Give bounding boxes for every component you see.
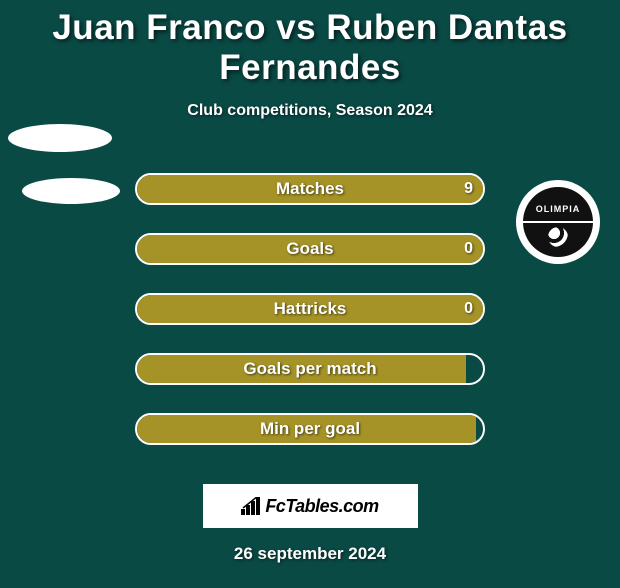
club-logo-right: OLIMPIA bbox=[516, 180, 600, 264]
fctables-brand-box: FcTables.com bbox=[203, 484, 418, 528]
stat-bar-label: Min per goal bbox=[260, 419, 360, 439]
stat-bar-label: Goals per match bbox=[243, 359, 376, 379]
left-ellipse-0 bbox=[8, 124, 112, 152]
fctables-chart-icon bbox=[241, 497, 263, 515]
page-subtitle: Club competitions, Season 2024 bbox=[0, 102, 620, 120]
stat-bar-right-value: 0 bbox=[464, 240, 473, 258]
stat-bar-label: Matches bbox=[276, 179, 344, 199]
soccer-ball-icon bbox=[548, 227, 568, 247]
stat-bar: Goals per match bbox=[135, 353, 485, 385]
stat-bar-label: Goals bbox=[286, 239, 333, 259]
stat-row: Hattricks 0 bbox=[0, 286, 620, 332]
stat-bar-right-value: 0 bbox=[464, 300, 473, 318]
stat-bar: Goals 0 bbox=[135, 233, 485, 265]
stat-row: Goals per match bbox=[0, 346, 620, 392]
left-ellipse-1 bbox=[22, 178, 120, 204]
stat-bar: Hattricks 0 bbox=[135, 293, 485, 325]
stat-bar: Min per goal bbox=[135, 413, 485, 445]
olimpia-logo-text: OLIMPIA bbox=[536, 204, 581, 214]
page-title: Juan Franco vs Ruben Dantas Fernandes bbox=[0, 8, 620, 88]
stat-bar-right-value: 9 bbox=[464, 180, 473, 198]
stat-bar-label: Hattricks bbox=[274, 299, 347, 319]
olimpia-logo-icon: OLIMPIA bbox=[523, 187, 593, 257]
stat-row: Min per goal bbox=[0, 406, 620, 452]
fctables-label: FcTables.com bbox=[265, 496, 378, 517]
stat-bar: Matches 9 bbox=[135, 173, 485, 205]
page-date: 26 september 2024 bbox=[0, 544, 620, 564]
